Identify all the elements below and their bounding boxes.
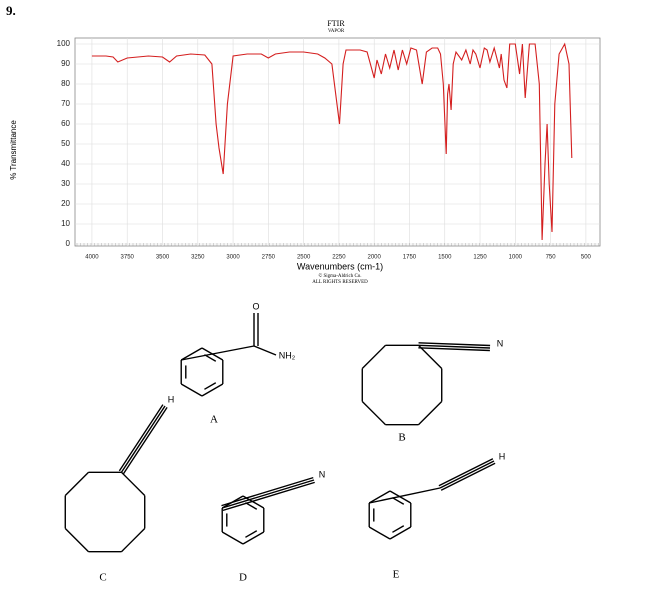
x-tick-label: 750 <box>546 255 557 261</box>
x-axis-label: Wavenumbers (cm-1) <box>297 261 383 271</box>
rights: ALL RIGHTS RESERVED <box>312 280 368 285</box>
bond <box>245 530 258 538</box>
structures: O NH₂ A N B H C N D H E <box>64 301 506 584</box>
x-tick-label: 1750 <box>403 255 417 261</box>
atom: O <box>252 301 259 311</box>
structure-label: D <box>239 572 247 584</box>
bond <box>418 347 490 352</box>
x-tick-label: 2250 <box>332 255 346 261</box>
bond <box>417 400 443 426</box>
bond <box>369 487 441 504</box>
bond <box>245 502 258 510</box>
structure-label: C <box>99 572 106 584</box>
x-tick-label: 2750 <box>262 255 276 261</box>
y-tick-label: 100 <box>57 39 71 48</box>
x-tick-label: 3750 <box>121 255 135 261</box>
bond <box>392 497 405 505</box>
y-tick-label: 80 <box>61 79 70 88</box>
x-tick-label: 1500 <box>438 255 452 261</box>
structure-label: A <box>210 414 218 426</box>
bond <box>439 460 495 489</box>
x-tick-label: 1000 <box>509 255 523 261</box>
y-tick-label: 0 <box>66 239 71 248</box>
bond <box>361 344 387 370</box>
bond <box>180 383 203 397</box>
copyright: © Sigma-Aldrich Co. <box>318 273 361 279</box>
bond <box>221 476 314 507</box>
bond <box>118 404 164 472</box>
x-tick-label: 2000 <box>368 255 382 261</box>
y-tick-label: 50 <box>61 139 70 148</box>
spectrum-line <box>91 42 573 241</box>
x-tick-label: 3500 <box>156 255 170 261</box>
bond <box>120 471 146 497</box>
atom: H <box>499 451 506 461</box>
bond <box>242 531 265 545</box>
bond <box>64 471 90 497</box>
bond <box>440 462 496 491</box>
y-axis-label: % Transmittance <box>9 120 18 180</box>
chart-title: FTIR <box>327 19 345 28</box>
bond <box>438 458 494 487</box>
atom: N <box>497 338 504 348</box>
bond <box>181 345 255 361</box>
atom: H <box>168 394 175 404</box>
bond <box>120 527 146 553</box>
y-tick-label: 10 <box>61 219 70 228</box>
y-tick-label: 70 <box>61 99 70 108</box>
chart-subtitle: VAPOR <box>328 29 345 34</box>
bond <box>418 344 491 349</box>
bond <box>392 525 405 533</box>
bond <box>222 479 315 509</box>
bond <box>204 382 217 390</box>
x-tick-label: 3250 <box>191 255 205 261</box>
bond <box>180 347 203 361</box>
bond <box>389 526 412 540</box>
y-tick-label: 20 <box>61 199 70 208</box>
bond <box>417 344 443 370</box>
bond <box>368 526 391 540</box>
bond <box>222 481 315 512</box>
x-tick-label: 1250 <box>473 255 487 261</box>
bond <box>361 400 387 426</box>
x-tick-label: 500 <box>581 255 592 261</box>
bond <box>221 531 244 545</box>
bond <box>201 383 224 397</box>
y-tick-label: 30 <box>61 179 70 188</box>
bond <box>122 406 168 475</box>
plot-frame <box>74 37 601 247</box>
y-tick-label: 90 <box>61 59 70 68</box>
bond <box>120 405 166 473</box>
bond <box>64 527 90 553</box>
y-tick-label: 60 <box>61 119 70 128</box>
x-tick-label: 2500 <box>297 255 311 261</box>
structure-label: B <box>398 432 405 444</box>
atom: NH₂ <box>279 350 296 360</box>
structure-label: E <box>393 569 400 581</box>
bond <box>368 490 391 504</box>
atom: N <box>319 469 326 479</box>
y-tick-label: 40 <box>61 159 70 168</box>
x-tick-label: 3000 <box>226 255 240 261</box>
x-tick-label: 4000 <box>85 255 99 261</box>
bond <box>253 345 277 356</box>
bond <box>418 342 491 347</box>
question-number: 9. <box>6 3 16 18</box>
